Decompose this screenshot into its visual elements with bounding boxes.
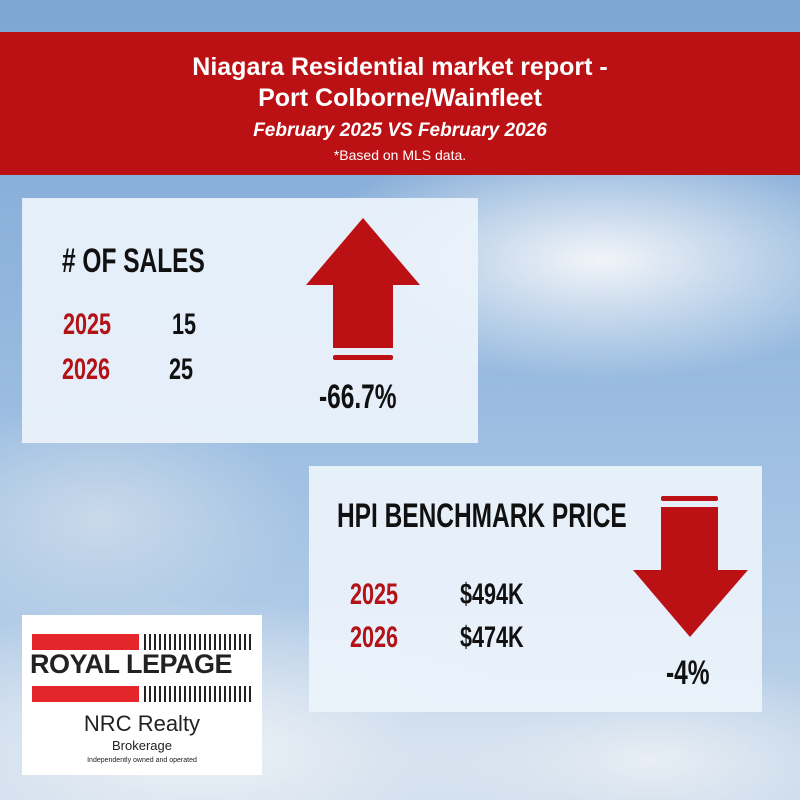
logo-brand: ROYAL LEPAGE — [30, 649, 233, 679]
sales-value: 25 — [169, 353, 194, 386]
header-banner: Niagara Residential market report - Port… — [0, 32, 800, 175]
title-line2: Port Colborne/Wainfleet — [258, 84, 542, 112]
arrow-down-icon — [633, 496, 748, 637]
sales-year: 2026 — [62, 353, 111, 386]
logo-type: Brokerage — [112, 738, 172, 753]
sales-title: # OF SALES — [62, 242, 205, 280]
sales-change: -66.7% — [319, 378, 397, 416]
sales-year: 2025 — [63, 308, 112, 341]
hpi-year: 2025 — [350, 578, 399, 611]
title-line1: Niagara Residential market report - — [192, 53, 608, 81]
sales-value: 15 — [172, 308, 197, 341]
royal-lepage-logo: ROYAL LEPAGE NRC Realty Brokerage Indepe… — [22, 615, 262, 775]
hpi-value: $474K — [460, 621, 524, 654]
sales-card: # OF SALES 2025 15 2026 25 -66.7% — [22, 198, 478, 443]
hpi-value: $494K — [460, 578, 524, 611]
arrow-up-icon — [306, 218, 420, 360]
hpi-year: 2026 — [350, 621, 399, 654]
subtitle: February 2025 VS February 2026 — [253, 120, 547, 141]
logo-office: NRC Realty — [83, 711, 201, 736]
hpi-title: HPI BENCHMARK PRICE — [337, 497, 627, 535]
logo-tagline: Independently owned and operated — [87, 757, 197, 764]
hpi-card: HPI BENCHMARK PRICE 2025 $494K 2026 $474… — [309, 466, 762, 712]
hpi-change: -4% — [666, 654, 710, 692]
data-note: *Based on MLS data. — [333, 147, 467, 163]
